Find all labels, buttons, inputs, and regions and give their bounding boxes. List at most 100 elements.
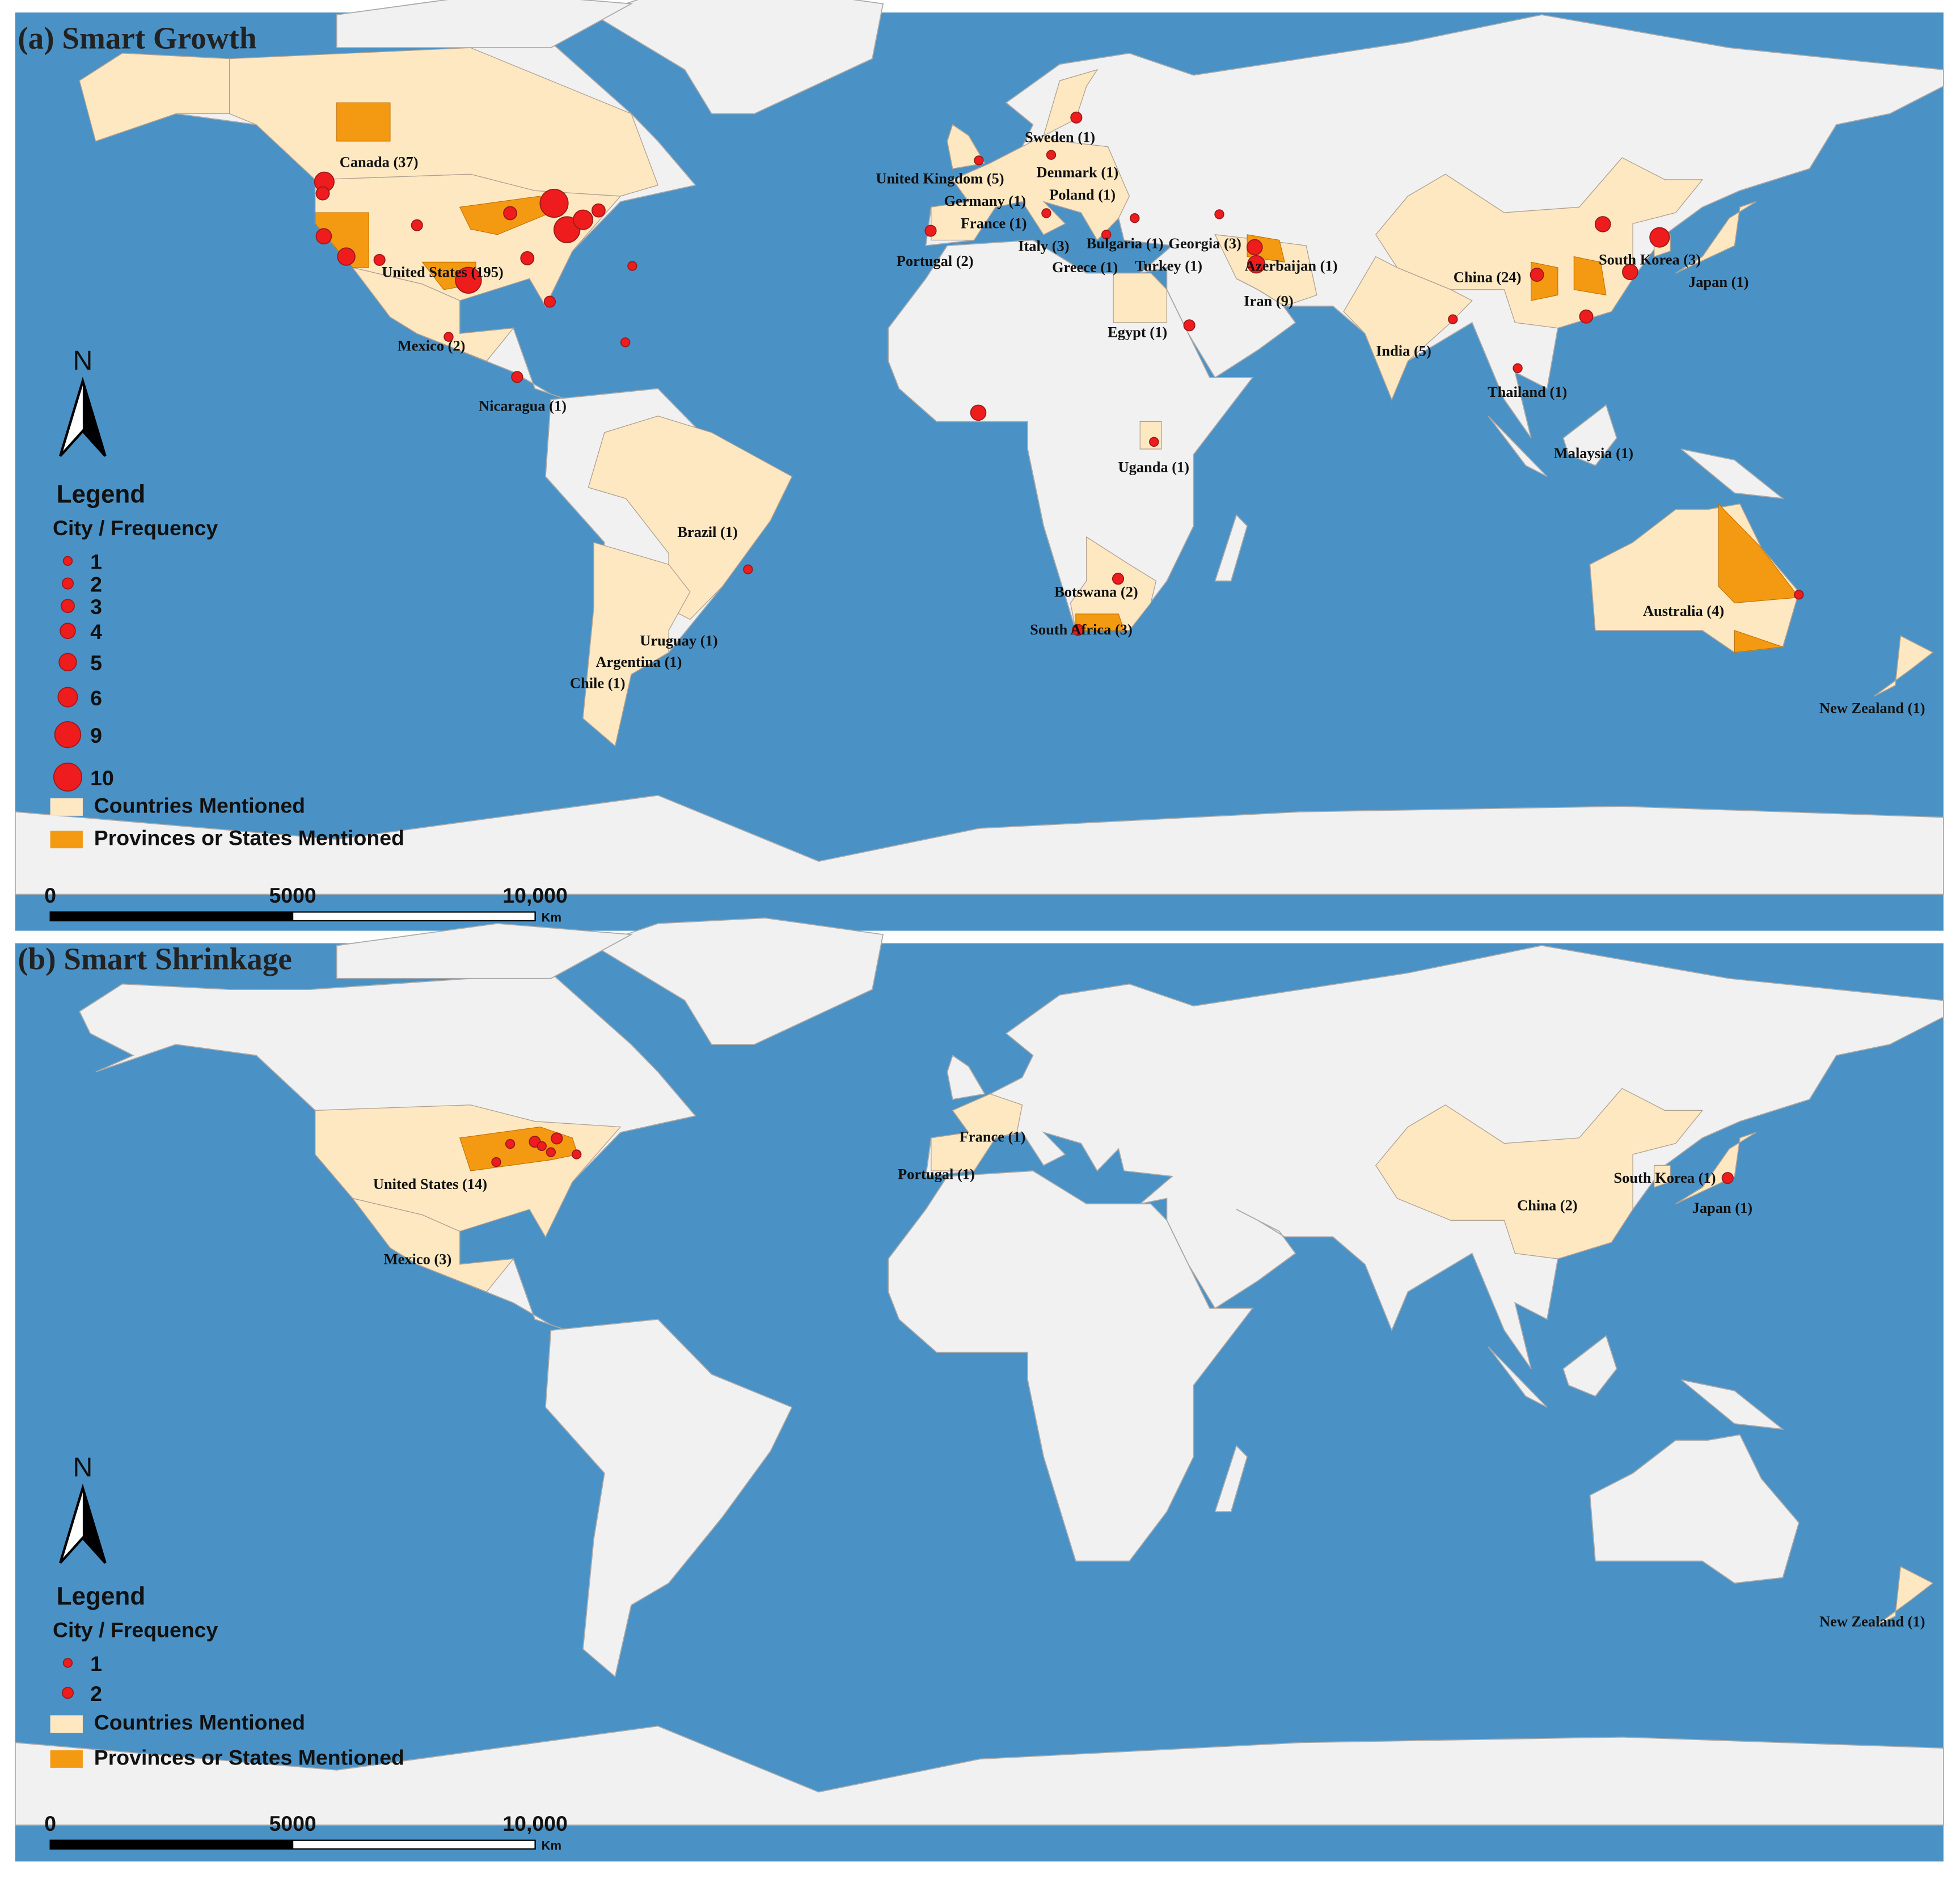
country-label: India (5) — [1376, 342, 1431, 359]
country-mentioned — [1343, 256, 1473, 401]
city-dot — [1046, 150, 1057, 160]
country-label: Sweden (1) — [1025, 129, 1095, 146]
land — [1589, 1434, 1800, 1584]
city-dot — [505, 1139, 516, 1149]
country-label: China (24) — [1454, 268, 1522, 285]
country-label: Bulgaria (1) — [1087, 235, 1164, 252]
scale-label: 5000 — [269, 883, 316, 907]
city-dot — [743, 564, 753, 574]
city-dot — [411, 219, 423, 231]
province-mentioned — [1734, 630, 1783, 653]
country-label: China (2) — [1517, 1197, 1578, 1214]
country-mentioned — [582, 541, 691, 747]
city-dot — [537, 1141, 547, 1152]
country-label: Uganda (1) — [1118, 458, 1189, 475]
city-dot — [1594, 216, 1611, 232]
legend-size — [60, 623, 76, 640]
city-dot — [491, 1157, 501, 1167]
legend-province: Provinces or States Mentioned — [94, 1745, 404, 1769]
legend-size — [62, 556, 73, 566]
city-dot — [1247, 239, 1263, 256]
country-label: Greece (1) — [1052, 259, 1118, 276]
land — [592, 0, 884, 115]
country-label: Turkey (1) — [1135, 257, 1202, 274]
city-dot — [1247, 255, 1266, 274]
legend-size — [61, 577, 74, 590]
land — [947, 1055, 986, 1101]
city-dot — [571, 1149, 582, 1159]
land — [1562, 404, 1617, 467]
city-dot — [591, 203, 606, 218]
city-dot — [1721, 1172, 1734, 1184]
legend-size-label: 1 — [90, 1652, 102, 1675]
legend-size-label: 5 — [90, 651, 102, 675]
country-label: United States (195) — [382, 264, 503, 281]
legend-province: Provinces or States Mentioned — [94, 826, 404, 850]
country-label: New Zealand (1) — [1819, 1613, 1925, 1630]
city-dot — [1070, 111, 1083, 124]
scale-label: 0 — [44, 1812, 56, 1835]
land — [1680, 1379, 1785, 1430]
legend-country: Countries Mentioned — [94, 793, 305, 817]
legend-swatch-country — [50, 798, 83, 816]
country-label: Iran (9) — [1244, 292, 1293, 309]
country-label: Uruguay (1) — [640, 632, 717, 649]
city-dot — [1513, 363, 1523, 374]
city-dot — [1649, 227, 1670, 248]
legend-size-label: 9 — [90, 723, 102, 747]
country-label: Portugal (1) — [898, 1166, 975, 1183]
country-mentioned — [1675, 201, 1756, 274]
city-dot — [572, 209, 594, 230]
country-label: Denmark (1) — [1037, 163, 1119, 180]
country-mentioned — [1043, 69, 1099, 137]
province-mentioned — [1718, 503, 1800, 603]
city-dot — [551, 1132, 563, 1145]
scale-label: 10,000 — [502, 883, 568, 907]
country-label: Chile (1) — [570, 675, 626, 692]
city-dot — [1530, 268, 1544, 282]
legend-size-label: 1 — [90, 550, 102, 574]
country-label: Egypt (1) — [1108, 323, 1167, 340]
country-label: South Korea (3) — [1599, 251, 1701, 268]
country-mentioned — [1375, 1087, 1704, 1259]
city-dot — [543, 295, 556, 308]
country-label: Nicaragua (1) — [479, 397, 567, 414]
city-dot — [1041, 208, 1051, 218]
land — [1214, 1445, 1248, 1513]
scale-bar-black — [50, 1840, 293, 1850]
north-label: N — [73, 345, 92, 376]
scale-bar-black — [50, 912, 293, 921]
country-label: Botswana (2) — [1054, 583, 1138, 600]
country-label: Georgia (3) — [1168, 235, 1241, 252]
scale-label: 5000 — [269, 1812, 316, 1835]
legend-size-label: 2 — [90, 572, 102, 596]
province-mentioned — [315, 212, 369, 268]
land — [1562, 1335, 1617, 1397]
legend-size — [61, 599, 75, 613]
country-mentioned — [1375, 157, 1704, 329]
country-label: Mexico (2) — [398, 337, 466, 354]
country-mentioned — [352, 266, 514, 362]
city-dot — [1214, 209, 1224, 219]
city-dot — [1794, 590, 1804, 600]
scale-label: 0 — [44, 883, 56, 907]
legend-size-label: 3 — [90, 595, 102, 619]
country-label: Azerbaijan (1) — [1245, 257, 1338, 274]
panel-title: (a) Smart Growth — [18, 20, 256, 55]
land — [336, 0, 633, 49]
country-mentioned — [1675, 1132, 1756, 1204]
land — [336, 922, 633, 979]
country-label: Argentina (1) — [595, 653, 682, 670]
land — [1214, 514, 1248, 582]
land — [15, 794, 1944, 895]
province-mentioned — [1075, 613, 1125, 631]
country-label: Japan (1) — [1692, 1199, 1753, 1216]
country-label: France (1) — [961, 215, 1027, 232]
land — [888, 1170, 1254, 1562]
legend-size — [61, 1687, 74, 1699]
city-dot — [1448, 314, 1458, 324]
basemap — [15, 917, 1944, 1826]
country-label: Canada (37) — [340, 154, 419, 171]
scale-label: 10,000 — [502, 1812, 568, 1835]
